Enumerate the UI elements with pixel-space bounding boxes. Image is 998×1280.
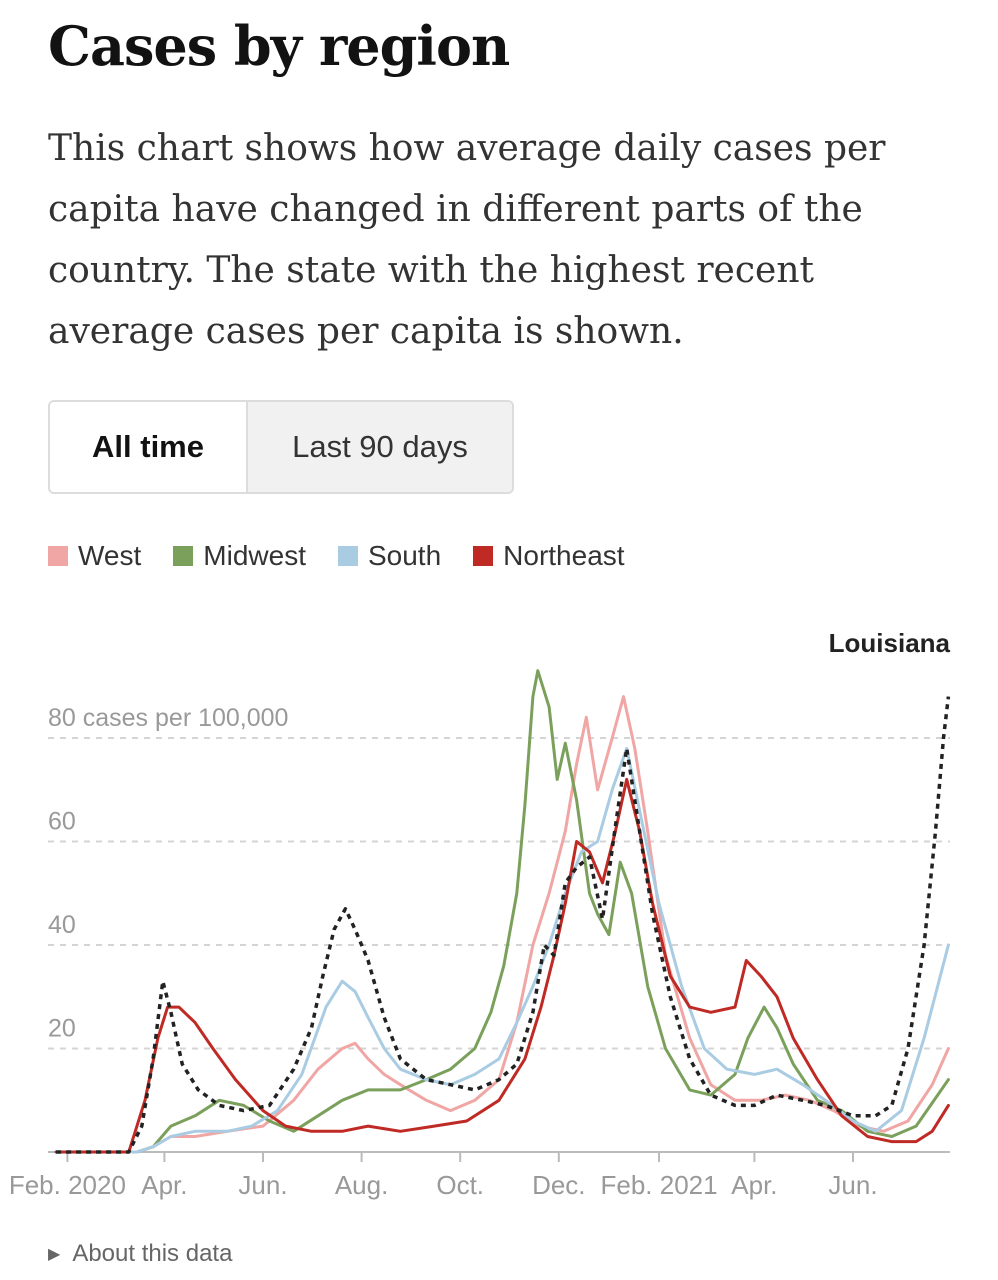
x-tick-label-4: Oct. (436, 1170, 484, 1200)
legend-swatch-midwest (173, 546, 194, 566)
legend-label-midwest: Midwest (203, 540, 306, 571)
x-tick-label-8: Jun. (828, 1170, 877, 1200)
y-tick-label-40: 40 (48, 911, 76, 939)
x-tick-label-6: Feb. 2021 (600, 1170, 717, 1200)
legend-label-south: South (367, 540, 442, 571)
legend-swatch-south (337, 546, 358, 566)
series-line-midwest (54, 669, 950, 1154)
legend-swatch-west (48, 546, 68, 566)
series-line-west (54, 695, 950, 1154)
cases-line-chart: 20 40 60 80 cases per 100,000 Feb. 2020 Apr. J… (9, 628, 951, 1200)
chart-description: This chart shows how average daily cases… (48, 128, 886, 352)
series-line-northeast (54, 777, 950, 1154)
triangle-right-icon: ▶ (48, 1246, 61, 1263)
y-tick-label-20: 20 (48, 1015, 76, 1043)
legend-item-west: West (48, 540, 141, 572)
x-tick-label-3: Aug. (335, 1170, 389, 1200)
about-this-data-label: About this data (72, 1240, 233, 1267)
series-line-south (54, 746, 950, 1154)
legend-item-south: South (337, 540, 442, 572)
y-tick-label-60: 60 (48, 808, 76, 836)
about-this-data-link[interactable]: ▶ About this data (48, 1240, 232, 1268)
legend-item-midwest: Midwest (173, 540, 306, 572)
x-tick-label-5: Dec. (532, 1170, 585, 1200)
chart-legend: West Midwest South Northeast (48, 540, 657, 572)
time-range-tabs: All time Last 90 days (48, 400, 514, 494)
legend-item-northeast: Northeast (473, 540, 625, 572)
annotation-label-louisiana: Louisiana (829, 628, 951, 658)
legend-label-west: West (78, 540, 142, 571)
tab-all-time[interactable]: All time (50, 402, 248, 492)
legend-swatch-northeast (473, 546, 494, 566)
chart-title: Cases by region (48, 14, 510, 78)
tab-last-90-days[interactable]: Last 90 days (248, 402, 512, 492)
legend-label-northeast: Northeast (503, 540, 625, 571)
x-tick-label-1: Apr. (141, 1170, 187, 1200)
x-tick-label-7: Apr. (731, 1170, 777, 1200)
y-tick-label-80: 80 cases per 100,000 (48, 704, 288, 732)
x-tick-label-0: Feb. 2020 (9, 1170, 126, 1200)
x-tick-label-2: Jun. (238, 1170, 287, 1200)
series-line-louisiana (56, 696, 951, 1154)
